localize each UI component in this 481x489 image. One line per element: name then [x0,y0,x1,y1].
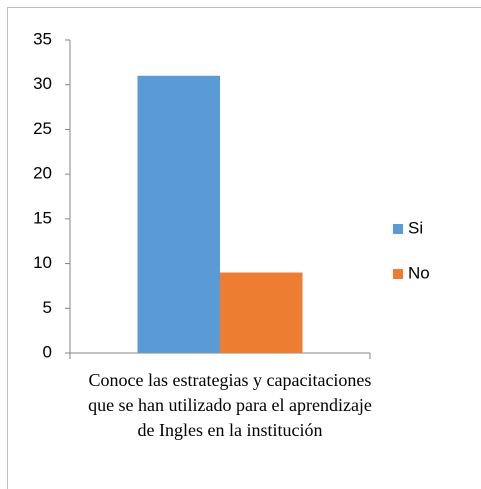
y-tick-label: 5 [43,298,52,317]
x-tick-label: Conoce las estrategias y capacitaciones … [88,370,372,440]
bar [137,75,220,354]
legend-label: No [408,263,430,282]
legend-swatch [393,269,403,279]
chart-frame [7,7,481,489]
legend-swatch [393,224,403,234]
y-tick-label: 35 [33,29,52,48]
y-tick-label: 20 [33,164,52,183]
bar [220,272,303,353]
y-tick-label: 10 [33,253,52,272]
y-tick-label: 15 [33,208,52,227]
y-tick-label: 0 [43,342,52,361]
category-label-box: Conoce las estrategias y capacitaciones … [88,370,372,440]
y-tick-label: 25 [33,119,52,138]
y-tick-label: 30 [33,74,52,93]
legend-label: Si [408,218,423,237]
